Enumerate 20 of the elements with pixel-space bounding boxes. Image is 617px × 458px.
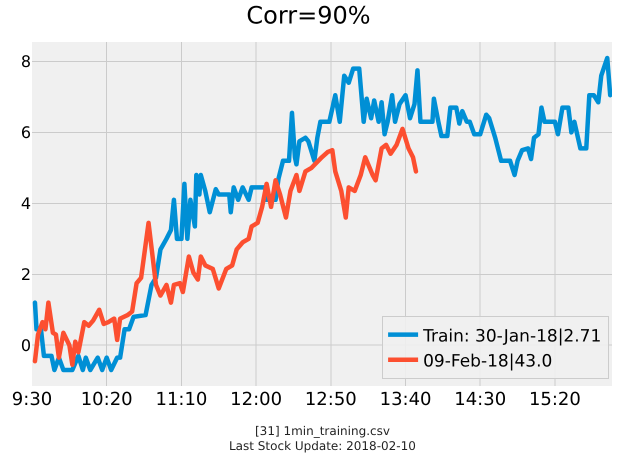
legend-label: Train: 30-Jan-18|2.71 xyxy=(422,326,602,346)
legend-label: 09-Feb-18|43.0 xyxy=(423,351,552,372)
x-tick-label: 11:10 xyxy=(156,389,208,410)
x-tick-label: 9:30 xyxy=(12,389,52,410)
x-tick-label: 13:40 xyxy=(380,389,432,410)
line-series xyxy=(32,126,418,367)
x-tick-label: 12:50 xyxy=(304,389,357,410)
text: [31] 1min_training.csv xyxy=(255,424,390,438)
y-tick-label: 8 xyxy=(20,52,31,72)
x-tick-label: 12:00 xyxy=(230,389,282,410)
x-tick-label: 15:20 xyxy=(528,389,581,410)
x-tick-label: 14:30 xyxy=(454,389,506,410)
text: Last Stock Update: 2018-02-10 xyxy=(229,439,416,453)
x-tick-label: 10:20 xyxy=(80,389,133,410)
y-tick-label: 2 xyxy=(20,264,31,284)
chart-title: Corr=90% xyxy=(246,2,371,30)
line-series xyxy=(32,56,612,372)
y-tick-label: 6 xyxy=(20,123,31,142)
y-tick-label: 4 xyxy=(20,194,31,213)
y-tick-label: 0 xyxy=(20,336,31,355)
